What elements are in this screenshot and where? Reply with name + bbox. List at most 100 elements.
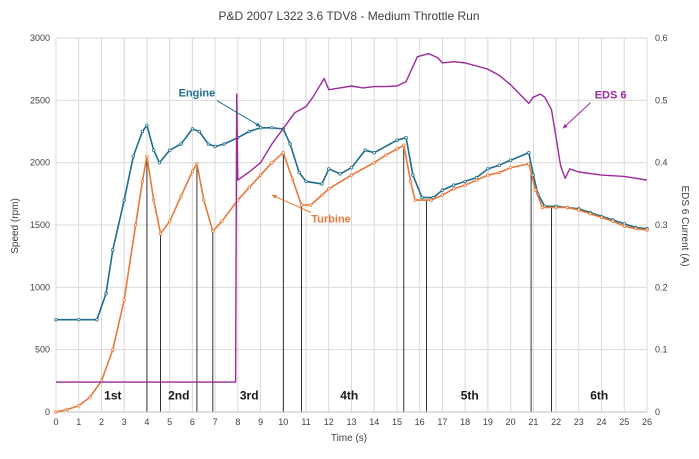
data-point [281, 150, 285, 155]
data-point [452, 187, 456, 191]
data-point [327, 167, 331, 171]
data-point [463, 183, 467, 187]
x-tick-label: 0 [53, 417, 58, 427]
x-tick-label: 10 [278, 417, 288, 427]
data-point [290, 177, 295, 181]
x-tick-label: 7 [213, 417, 218, 427]
data-point [145, 154, 149, 159]
x-tick-label: 1 [76, 417, 81, 427]
y-tick-label: 2000 [30, 158, 50, 168]
x-tick-label: 5 [167, 417, 172, 427]
data-point [151, 148, 156, 152]
data-point [88, 395, 92, 399]
data-point [65, 407, 70, 412]
data-point [167, 219, 172, 223]
data-point [372, 150, 376, 155]
x-axis-label: Time (s) [331, 433, 367, 444]
gear-change-markers [146, 145, 552, 412]
data-point [140, 129, 145, 134]
data-point [452, 183, 456, 187]
x-tick-label: 11 [301, 417, 310, 427]
y-tick-label: 2500 [30, 95, 50, 105]
annotation-label: EDS 6 [595, 89, 627, 101]
annotations: Engine Turbine EDS 6 [179, 88, 627, 226]
data-point [54, 318, 58, 322]
data-point [577, 208, 581, 212]
data-point [497, 163, 501, 167]
data-point [363, 148, 367, 152]
data-point [372, 160, 376, 165]
data-point [540, 205, 545, 210]
y-tick-label: 0 [45, 407, 50, 417]
x-tick-label: 18 [460, 417, 470, 427]
y2-tick-label: 0.3 [655, 220, 668, 230]
data-point [270, 160, 274, 165]
data-point [474, 178, 479, 182]
data-point [222, 142, 226, 146]
data-point [122, 198, 126, 202]
x-tick-label: 15 [392, 417, 402, 427]
data-point [190, 127, 195, 131]
data-point [202, 198, 206, 202]
data-point [76, 404, 81, 408]
gear-label: 6th [590, 389, 608, 403]
data-point [338, 172, 342, 176]
chart-title: P&D 2007 L322 3.6 TDV8 - Medium Throttle… [218, 9, 479, 23]
data-point [133, 223, 138, 227]
x-tick-label: 16 [415, 417, 425, 427]
x-tick-label: 24 [597, 417, 607, 427]
gear-label: 4th [340, 389, 358, 403]
data-point [440, 188, 445, 192]
data-point [349, 165, 354, 170]
data-point [179, 194, 183, 198]
data-point [197, 129, 201, 134]
x-tick-label: 20 [506, 417, 516, 427]
data-point [408, 179, 413, 184]
data-point [111, 248, 115, 252]
annotation-label: Engine [179, 88, 216, 100]
data-point [304, 179, 308, 184]
series-line-turbine [55, 144, 648, 413]
data-point [151, 198, 156, 202]
x-tick-label: 19 [483, 417, 493, 427]
data-point [404, 135, 408, 140]
y2-tick-label: 0.4 [655, 158, 668, 168]
gear-label: 3rd [240, 389, 259, 403]
data-point [190, 169, 195, 174]
annotation-arrow [271, 194, 312, 213]
data-point [508, 165, 513, 170]
data-point [420, 195, 424, 200]
data-point [145, 123, 149, 127]
data-point [395, 147, 399, 151]
data-point [599, 215, 604, 220]
data-point [247, 185, 251, 190]
data-point [402, 143, 406, 147]
data-point [258, 126, 263, 130]
data-point [104, 291, 108, 296]
annotation-arrowhead [562, 123, 568, 129]
data-point [645, 228, 649, 232]
x-tick-label: 6 [190, 417, 195, 427]
data-point [622, 224, 626, 228]
data-point [508, 158, 513, 162]
data-point [440, 193, 445, 197]
x-tick-label: 22 [551, 417, 561, 427]
data-point [111, 348, 115, 352]
y-tick-label: 3000 [30, 33, 50, 43]
x-tick-label: 14 [369, 417, 379, 427]
data-point [157, 160, 162, 165]
y2-tick-label: 0.5 [655, 95, 668, 105]
data-point [411, 173, 415, 177]
data-point [122, 298, 126, 302]
data-point [297, 170, 301, 175]
x-tick-label: 9 [258, 417, 263, 427]
x-tick-label: 2 [99, 417, 104, 427]
y-axis-label: Speed (rpm) [10, 198, 21, 254]
y2-tick-label: 0.1 [655, 345, 668, 355]
y2-axis-label: EDS 6 Current (A) [679, 185, 690, 266]
data-point [327, 187, 331, 191]
data-point [383, 153, 388, 157]
grid [55, 37, 648, 413]
data-point [308, 203, 313, 207]
